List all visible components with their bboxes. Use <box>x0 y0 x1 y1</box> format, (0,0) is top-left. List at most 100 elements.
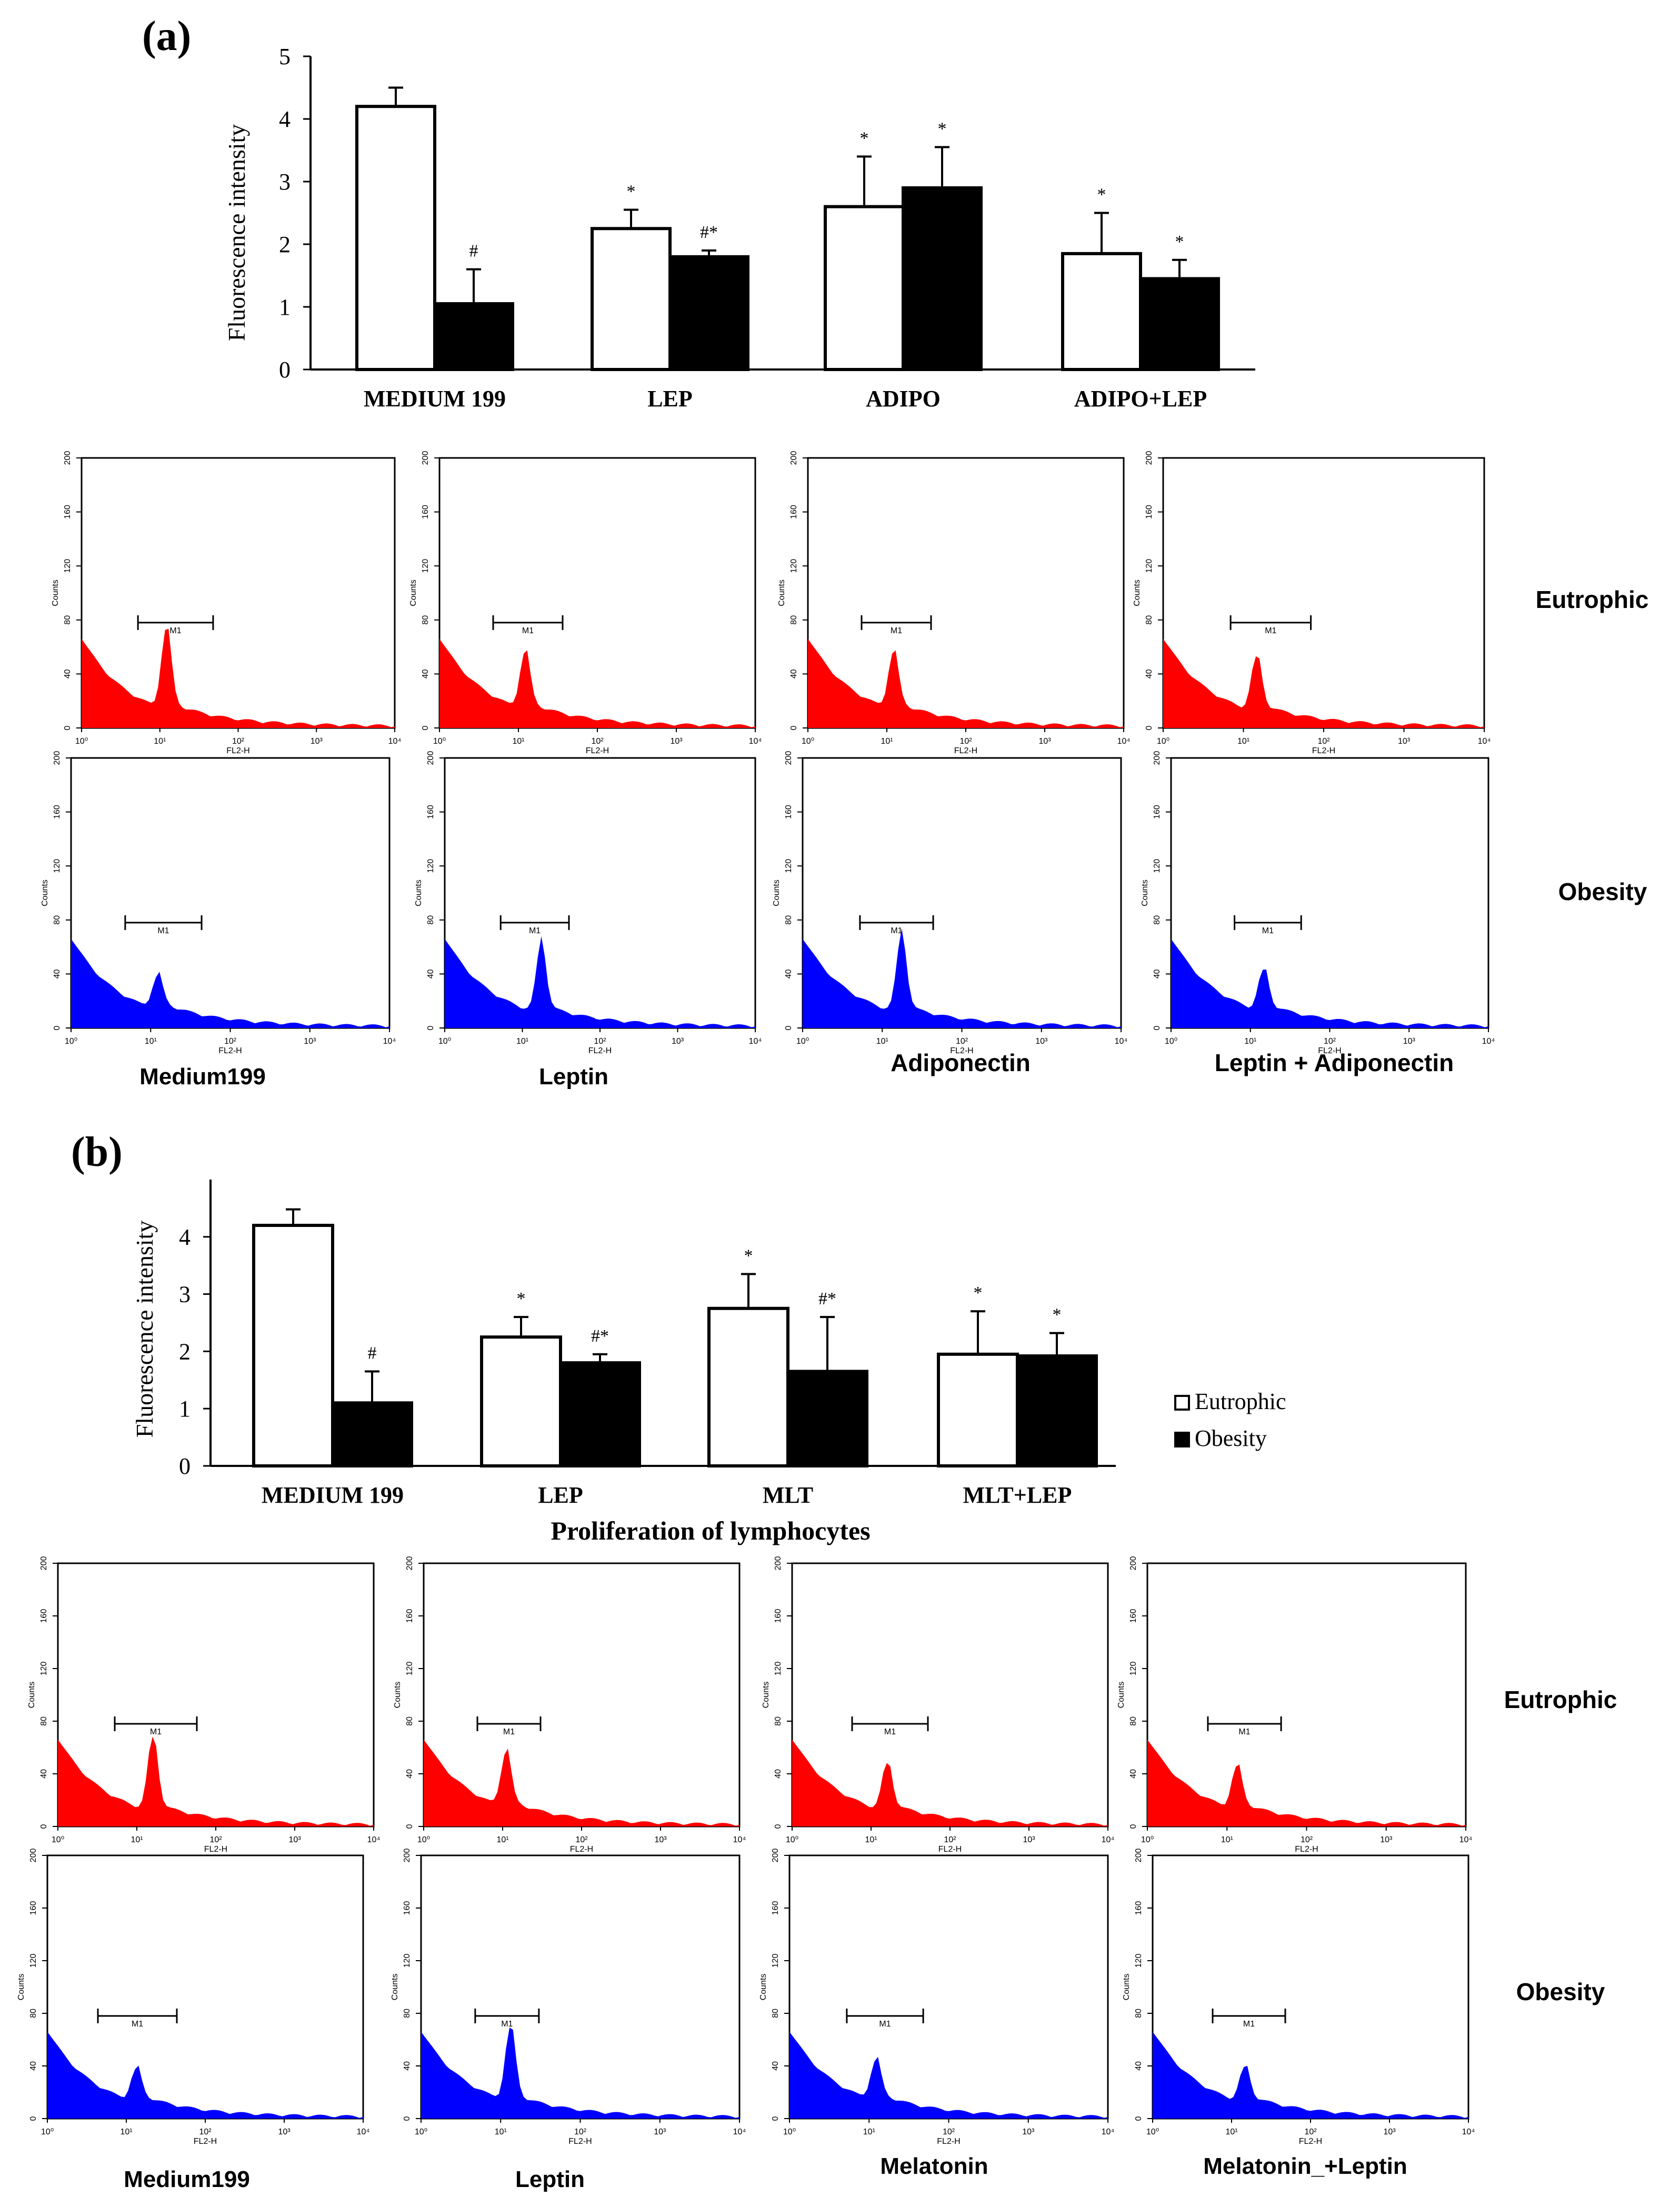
y-tick-label: 200 <box>1134 1849 1143 1863</box>
y-tick-label: 40 <box>63 669 72 678</box>
x-tick-label: 10⁴ <box>1462 2128 1475 2136</box>
x-tick-label: 10³ <box>278 2128 291 2136</box>
x-tick-label: 10¹ <box>863 2128 875 2136</box>
y-tick-label: 0 <box>179 1453 191 1479</box>
x-tick-label: 10² <box>959 737 972 746</box>
y-tick-label: 160 <box>774 1609 783 1623</box>
x-axis-label: FL2-H <box>586 746 609 755</box>
bar <box>824 205 905 371</box>
y-tick-label: 160 <box>784 805 793 819</box>
significance-mark: * <box>744 1246 753 1266</box>
x-tick-label: 10⁰ <box>802 737 814 746</box>
histogram-plot: 0 40 80 120 160 200 Counts 10⁰ 10¹ 10² 10³ 10⁴ FL2-H… <box>1122 1849 1475 2146</box>
marker-label: M1 <box>169 626 181 635</box>
x-axis-label: FL2-H <box>938 1845 962 1854</box>
histogram-area <box>792 1740 1108 1826</box>
plot-frame <box>1162 457 1485 729</box>
x-axis-label: FL2-H <box>568 2137 592 2146</box>
significance-mark: #* <box>591 1326 609 1346</box>
y-tick-label: 40 <box>1129 1769 1138 1779</box>
y-tick-label: 160 <box>1134 1901 1143 1915</box>
x-tick-label: 10³ <box>654 2128 666 2136</box>
col-label-b-4: Melatonin_+Leptin <box>1203 2153 1407 2179</box>
y-tick-label: 40 <box>29 2061 38 2071</box>
significance-mark: * <box>1053 1305 1062 1325</box>
y-tick-label: 160 <box>29 1901 38 1915</box>
histogram-area <box>71 938 389 1028</box>
y-tick-label: 0 <box>1153 1025 1162 1030</box>
y-tick-label: 40 <box>403 2061 412 2071</box>
y-tick-label: 40 <box>1145 669 1154 678</box>
x-tick-label: 10² <box>943 2128 955 2136</box>
y-tick-label: 3 <box>279 169 291 195</box>
x-tick-label: 10¹ <box>1225 2128 1237 2136</box>
legend-swatch-eutrophic <box>1174 1395 1190 1411</box>
histogram-area <box>445 936 755 1028</box>
y-tick-label: 5 <box>279 44 291 69</box>
x-tick-label: 10⁴ <box>1478 737 1491 746</box>
y-tick-label: 0 <box>1129 1824 1138 1829</box>
plot-frame <box>423 1562 741 1827</box>
x-tick-label: 10¹ <box>865 1835 877 1844</box>
x-tick-label: 10³ <box>1383 2128 1396 2136</box>
x-tick-label: 10¹ <box>131 1835 143 1844</box>
significance-mark: #* <box>818 1289 836 1309</box>
y-tick-label: 160 <box>421 505 430 519</box>
x-axis-label: FL2-H <box>218 1046 242 1055</box>
y-axis-label: Counts <box>51 580 60 606</box>
y-tick-label: 80 <box>53 915 62 925</box>
y-tick-label: 160 <box>405 1609 414 1623</box>
legend-swatch-obesity <box>1174 1432 1190 1447</box>
histogram-area <box>439 638 755 728</box>
y-tick-label: 120 <box>789 559 798 573</box>
bar <box>433 302 514 371</box>
x-tick-label: 10⁰ <box>783 2128 796 2136</box>
x-tick-label: 10⁴ <box>733 1835 746 1844</box>
x-axis-label: FL2-H <box>1299 2137 1322 2146</box>
histogram-plot: 0 40 80 120 160 200 Counts 10⁰ 10¹ 10² 10³ 10⁴ FL2-H… <box>17 1849 369 2146</box>
plot-frame <box>791 1562 1109 1827</box>
col-label-a-3: Adiponectin <box>891 1049 1031 1076</box>
x-axis-label: Proliferation of lymphocytes <box>551 1516 870 1545</box>
x-axis-label: FL2-H <box>194 2137 217 2146</box>
x-tick-label: 10³ <box>670 737 683 746</box>
histogram-grid-a: 0 40 80 120 160 200 Counts 10⁰ 10¹ 10² 10³ 10⁴ FL2-H… <box>41 451 1495 1055</box>
y-axis-label: Counts <box>409 580 418 606</box>
y-tick-label: 2 <box>179 1339 191 1364</box>
y-tick-label: 120 <box>53 859 62 873</box>
y-tick-label: 40 <box>426 969 435 978</box>
histogram-plot: 0 40 80 120 160 200 Counts 10⁰ 10¹ 10² 10³ 10⁴ FL2-H… <box>409 451 762 755</box>
category-label: LEP <box>647 386 693 412</box>
histogram-area <box>1153 2032 1468 2119</box>
marker-label: M1 <box>1265 626 1276 635</box>
x-axis-label: FL2-H <box>950 1046 973 1055</box>
histogram-area <box>1147 1740 1466 1826</box>
histogram-plot: 0 40 80 120 160 200 Counts 10⁰ 10¹ 10² 10³ 10⁴ FL2-H… <box>414 751 762 1055</box>
x-tick-label: 10¹ <box>495 2128 507 2136</box>
y-tick-label: 80 <box>403 2009 412 2018</box>
marker-label: M1 <box>891 626 902 635</box>
y-axis-label: Counts <box>1122 1974 1131 2001</box>
legend-label-eutrophic: Eutrophic <box>1195 1389 1286 1414</box>
y-tick-label: 80 <box>774 1716 783 1726</box>
y-tick-label: 40 <box>789 669 798 678</box>
marker-label: M1 <box>501 2020 513 2029</box>
x-tick-label: 10⁴ <box>1102 2128 1115 2136</box>
x-tick-label: 10² <box>594 1037 606 1046</box>
significance-mark: * <box>938 119 947 139</box>
y-tick-label: 40 <box>1153 969 1162 978</box>
x-tick-label: 10¹ <box>512 737 524 746</box>
histogram-plot: 0 40 80 120 160 200 Counts 10⁰ 10¹ 10² 10³ 10⁴ FL2-H… <box>1133 451 1491 755</box>
x-tick-label: 10³ <box>672 1037 684 1046</box>
y-tick-label: 200 <box>774 1556 783 1571</box>
x-tick-label: 10⁰ <box>1146 2128 1159 2136</box>
y-tick-label: 80 <box>63 615 72 625</box>
x-tick-label: 10³ <box>1398 737 1411 746</box>
x-tick-label: 10² <box>575 1835 588 1844</box>
bar <box>1061 252 1142 371</box>
x-tick-label: 10² <box>956 1037 968 1046</box>
histogram-plot: 0 40 80 120 160 200 Counts 10⁰ 10¹ 10² 10³ 10⁴ FL2-H… <box>777 451 1130 755</box>
plot-frame <box>802 757 1122 1029</box>
y-tick-label: 40 <box>1134 2061 1143 2071</box>
